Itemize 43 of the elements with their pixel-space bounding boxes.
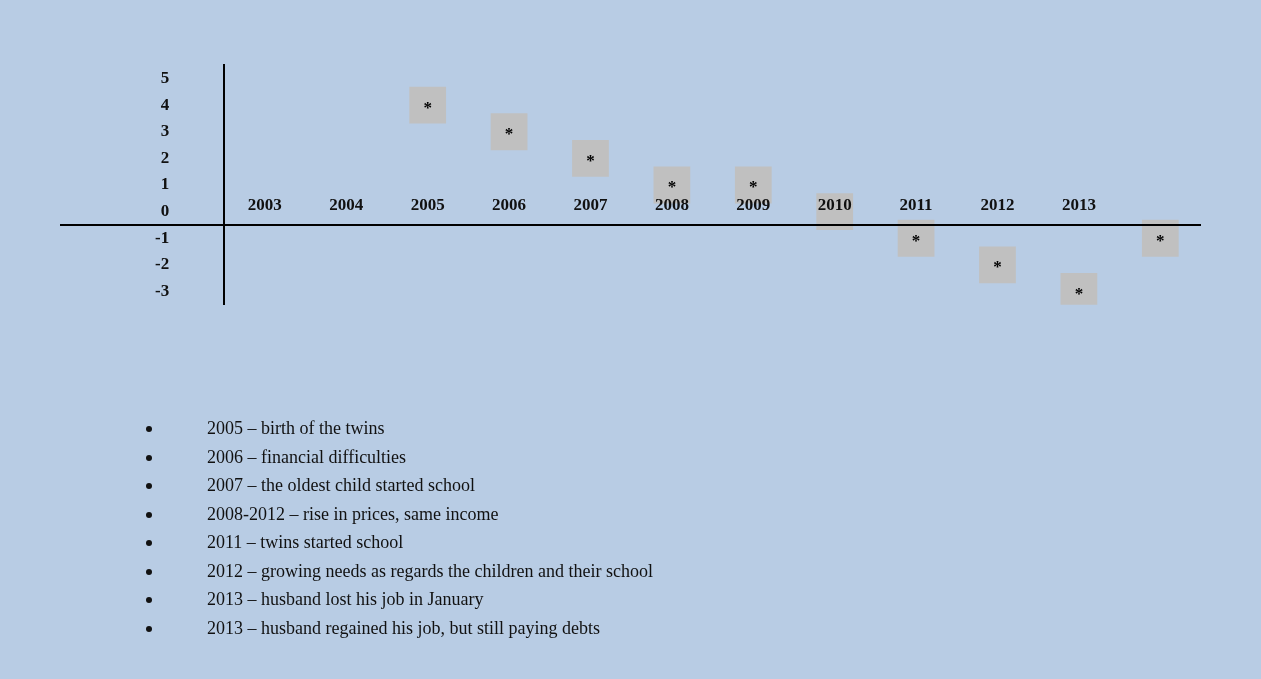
- text: 2005 – birth of the twins: [206, 417, 386, 440]
- y-tick-label: 2: [160, 147, 170, 167]
- point: [1141, 219, 1179, 257]
- data-label: *: [667, 177, 677, 197]
- data-label: *: [423, 97, 432, 117]
- y-tick-label: -3: [154, 280, 170, 300]
- text: 2007 – the oldest child started school: [206, 474, 476, 497]
- data-label: *: [1074, 283, 1084, 303]
- x-tick-label: 2004: [329, 194, 364, 214]
- y-tick-label: 3: [160, 121, 170, 141]
- text: 2013 – husband regained his job, but still paying debts: [206, 616, 601, 640]
- x-tick-label: 2011: [899, 194, 933, 214]
- x-tick-label: 2009: [736, 194, 771, 214]
- data-label: *: [1156, 230, 1165, 250]
- point: [572, 139, 609, 177]
- point: [979, 246, 1016, 284]
- x-tick-label: 2013: [1061, 194, 1096, 214]
- text: 2013 – husband lost his job in January: [206, 588, 485, 611]
- y-tick-label: 4: [160, 94, 170, 114]
- text: 2011 – twins started school: [206, 531, 405, 554]
- x-tick-label: 2008: [654, 194, 689, 214]
- data-label: *: [911, 230, 921, 250]
- x-tick-label: 2012: [980, 194, 1015, 214]
- x-tick-label: 2006: [492, 194, 527, 214]
- y-tick-label: 5: [160, 67, 170, 87]
- text: 2008-2012 – rise in prices, same income: [206, 502, 500, 526]
- data-label: *: [586, 150, 595, 170]
- text: 2012 – growing needs as regards the children and their school: [206, 559, 653, 583]
- x-tick-label: 2003: [247, 194, 282, 214]
- y-tick-label: -2: [154, 254, 170, 274]
- point: [897, 219, 935, 257]
- text: 2006 – financial difficulties: [206, 445, 408, 469]
- x-tick-label: 2005: [410, 194, 445, 214]
- y-tick-label: 1: [160, 174, 170, 194]
- data-label: *: [504, 124, 514, 144]
- point: [490, 113, 528, 151]
- y-tick-label: 0: [160, 201, 170, 221]
- y-tick-label: -1: [154, 227, 170, 247]
- x-tick-label: 2010: [817, 194, 852, 214]
- data-label: *: [993, 257, 1002, 277]
- point: [409, 86, 447, 124]
- data-label: *: [749, 177, 758, 197]
- x-tick-label: 2007: [573, 194, 608, 214]
